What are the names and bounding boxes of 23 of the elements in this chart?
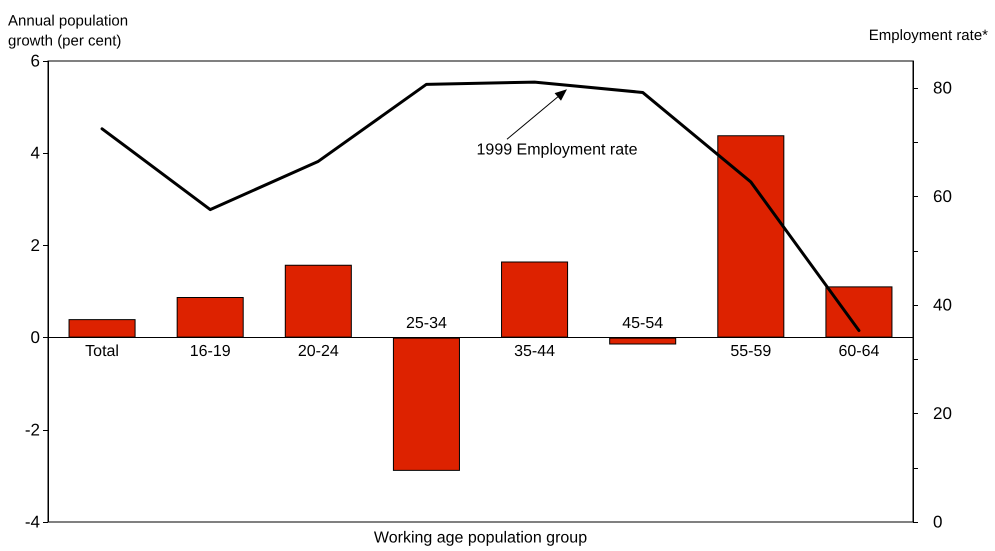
x-tick-label: 16-19 <box>190 343 231 360</box>
y2-tick-label: 0 <box>933 512 942 532</box>
x-tick-label: 25-34 <box>406 315 447 332</box>
text: 1999 Employment rate <box>476 142 638 159</box>
y2-tick-label: 40 <box>933 296 952 315</box>
x-tick-label: 20-24 <box>298 343 339 360</box>
x-tick-label: 55-59 <box>730 343 772 360</box>
x-tick-label: 35-44 <box>514 343 556 360</box>
x-tick-label: 60-64 <box>838 343 880 360</box>
x-tick-label: Total <box>85 343 119 360</box>
y-axis-title: Annual population growth (per cent) <box>8 12 128 50</box>
y2-tick-label: 80 <box>933 78 952 98</box>
y-tick-label: 0 <box>30 328 40 348</box>
y-tick-label: -4 <box>24 512 40 532</box>
y2-tick-label: 60 <box>933 187 952 206</box>
x-tick-label: 45-54 <box>622 315 664 332</box>
y2-tick-label: 20 <box>933 404 952 424</box>
x-axis-title: Working age population group <box>374 530 588 546</box>
y-tick-label: 2 <box>30 236 40 255</box>
y-tick-label: 6 <box>30 52 40 70</box>
y-tick-label: -2 <box>24 420 40 440</box>
y-tick-label: 4 <box>30 144 40 163</box>
y2-axis-title: Employment rate* <box>868 27 988 44</box>
